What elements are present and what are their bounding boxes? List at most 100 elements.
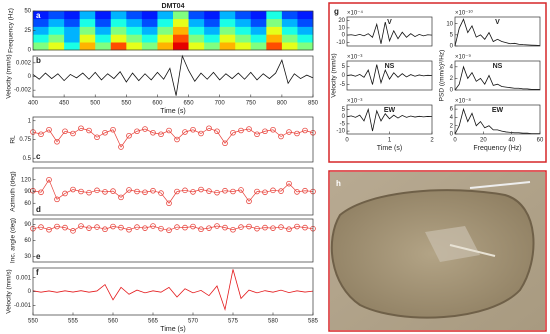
heatmap-cell <box>48 34 65 43</box>
data-point <box>238 187 244 193</box>
x-tick-label: 570 <box>188 319 199 325</box>
x-tick-label: 450 <box>59 101 70 107</box>
y-tick-label: 10 <box>446 21 453 27</box>
data-point <box>198 226 204 233</box>
y-tick-label: 2 <box>450 76 454 82</box>
heatmap-cell <box>250 18 267 27</box>
heatmap-cell <box>188 34 205 43</box>
panel-label: g <box>334 7 339 16</box>
x-tick-label: 500 <box>90 101 101 107</box>
panel-label: h <box>336 179 341 188</box>
x-tick-label: 555 <box>68 319 79 325</box>
data-point <box>150 187 156 194</box>
heatmap-cell <box>33 11 49 20</box>
y-tick-label: -5 <box>340 121 346 127</box>
y-tick-label: 120 <box>21 177 32 183</box>
data-point <box>222 187 228 194</box>
data-point <box>38 189 44 196</box>
chart-title: V <box>387 19 392 26</box>
data-point <box>214 189 220 196</box>
panel-border <box>328 2 547 163</box>
heatmap-cell <box>79 26 96 35</box>
data-point <box>166 127 172 134</box>
data-point <box>126 132 132 139</box>
heatmap-cell <box>281 11 298 20</box>
y-tick-label: 0 <box>450 88 454 94</box>
x-tick-label: 700 <box>215 101 226 107</box>
x-tick-label: 400 <box>28 101 39 107</box>
data-point <box>246 223 252 230</box>
data-point <box>278 133 284 140</box>
heatmap-cell <box>235 34 252 43</box>
data-point <box>78 188 84 195</box>
data-line <box>32 225 314 232</box>
data-point <box>46 126 52 133</box>
data-point <box>110 223 116 230</box>
y-axis-label: Velocity (mm/s) <box>6 269 13 313</box>
y-tick-label: -10 <box>336 129 345 135</box>
heatmap-cell <box>126 11 143 20</box>
x-axis-label: Time (s) <box>160 326 185 333</box>
data-point <box>126 187 132 193</box>
heatmap-cell <box>173 34 189 43</box>
heatmap-cell <box>204 42 220 51</box>
heatmap-cell <box>235 18 252 27</box>
heatmap-cell <box>297 26 314 35</box>
data-point <box>270 225 276 231</box>
heatmap-cell <box>157 18 174 27</box>
y-tick-label: 0 <box>28 48 32 54</box>
x-tick-label: 1 <box>388 138 392 144</box>
x-tick-label: 575 <box>228 319 239 325</box>
data-point <box>190 223 196 230</box>
data-point <box>206 125 212 132</box>
y-axis-label: Velocity (mm/s) <box>6 54 13 98</box>
x-tick-label: 750 <box>246 101 257 107</box>
data-point <box>174 224 180 230</box>
data-point <box>150 129 156 136</box>
data-point <box>62 128 68 135</box>
y-tick-label: 0.002 <box>16 60 32 66</box>
data-point <box>262 224 268 231</box>
data-point <box>254 188 260 195</box>
y-axis-label: Inc. angle (deg) <box>10 218 17 263</box>
heatmap-cell <box>95 18 112 27</box>
heatmap-cell <box>219 34 236 43</box>
heatmap-cell <box>64 42 80 51</box>
y-tick-label: -0.002 <box>14 88 32 94</box>
heatmap-cell <box>110 42 127 51</box>
data-point <box>86 189 92 196</box>
data-line <box>346 21 433 44</box>
data-line <box>454 107 540 135</box>
heatmap-cell <box>95 26 112 35</box>
data-point <box>222 140 228 147</box>
heatmap-cell <box>141 26 158 35</box>
heatmap-cell <box>173 26 189 35</box>
data-point <box>166 200 172 207</box>
heatmap-cell <box>219 11 236 20</box>
data-point <box>174 136 180 143</box>
y-tick-label: 90 <box>24 189 31 195</box>
data-point <box>206 225 212 231</box>
chart-title: EW <box>384 107 396 114</box>
heatmap-cell <box>126 42 143 51</box>
heatmap-cell <box>33 18 49 27</box>
heatmap-cell <box>95 11 112 20</box>
heatmap-cell <box>219 18 236 27</box>
heatmap-cell <box>281 18 298 27</box>
heatmap-cell <box>33 26 49 35</box>
chart-title: EW <box>492 107 504 114</box>
data-point <box>182 187 188 194</box>
data-point <box>238 127 244 134</box>
data-point <box>38 131 44 138</box>
axes-frame <box>454 60 541 91</box>
heatmap-cell <box>110 18 127 27</box>
heatmap-cell <box>64 11 80 20</box>
data-point <box>182 129 188 135</box>
data-point <box>158 131 164 138</box>
heatmap-cell <box>48 42 65 51</box>
heatmap-cell <box>79 42 96 51</box>
data-line <box>454 18 541 47</box>
heatmap-cell <box>110 34 127 43</box>
data-line <box>346 64 433 85</box>
